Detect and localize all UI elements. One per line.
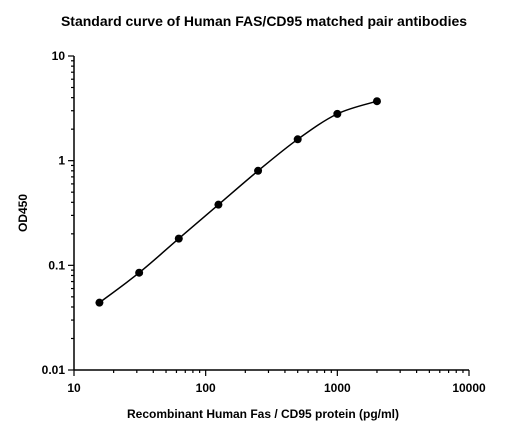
y-tick-label: 0.01 — [42, 363, 66, 377]
data-point — [95, 298, 104, 307]
x-tick-label: 100 — [196, 381, 216, 395]
data-point — [135, 268, 144, 277]
data-point — [372, 97, 381, 106]
data-point — [214, 200, 223, 209]
data-point — [333, 109, 342, 118]
x-tick-label: 10 — [67, 381, 81, 395]
y-tick-label: 1 — [58, 154, 65, 168]
y-tick-label: 0.1 — [48, 258, 65, 272]
data-point — [174, 234, 183, 243]
x-axis-title: Recombinant Human Fas / CD95 protein (pg… — [127, 407, 399, 421]
chart-title: Standard curve of Human FAS/CD95 matched… — [61, 13, 467, 29]
axes: 10 100 1000 10000 0.01 0.1 1 10 — [42, 49, 486, 395]
y-axis-title: OD450 — [16, 194, 30, 232]
data-points — [95, 97, 381, 307]
x-tick-label: 10000 — [452, 381, 486, 395]
x-tick-label: 1000 — [324, 381, 351, 395]
data-point — [254, 166, 263, 175]
y-tick-label: 10 — [52, 49, 66, 63]
data-point — [293, 135, 302, 144]
